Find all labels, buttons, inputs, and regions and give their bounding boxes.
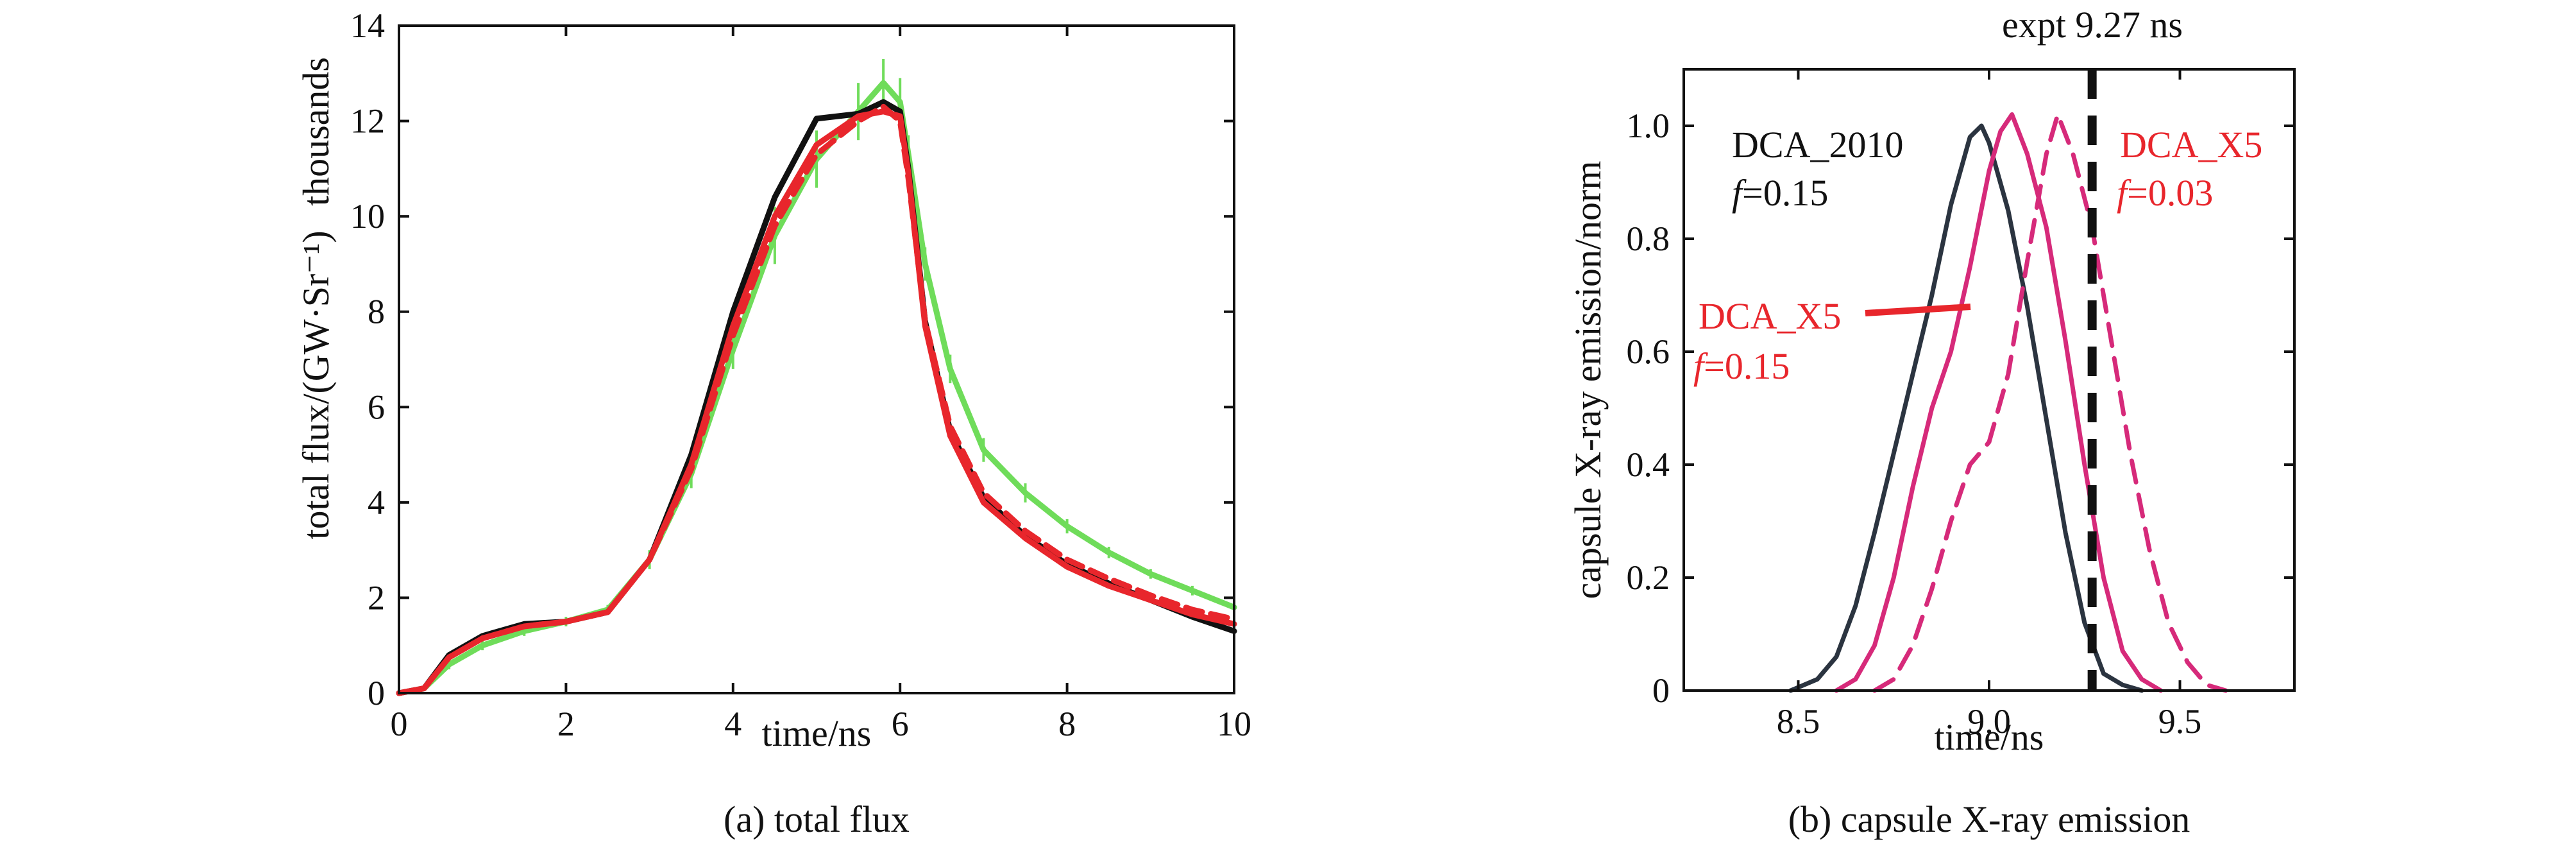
chartB-x-tick-label: 9.0	[1967, 702, 2011, 741]
chartA-y-tick-label: 4	[368, 483, 385, 522]
chart-a-plot-frame	[398, 24, 1235, 694]
chart-b-x-axis-label: time/ns	[1935, 716, 2044, 758]
chart-a-x-ticks: 0 2 4 6 8 10	[391, 26, 1251, 743]
chartA-x-tick-label: 0	[391, 705, 408, 743]
chart-b-y-ticks: 0 0.2 0.4 0.6 0.8 1.0	[1627, 107, 2294, 710]
chart-a-y-multiplier: thousands	[295, 57, 337, 206]
chart-b-caption: (b) capsule X-ray emission	[1788, 798, 2190, 840]
annotation-dca2010-param: f=0.15	[1732, 172, 1828, 214]
annotation-dcax5-003-value: =0.03	[2127, 172, 2213, 214]
chartA-y-tick-label: 14	[350, 6, 385, 45]
chart-b-expt-label: expt 9.27 ns	[2002, 4, 2183, 46]
chart-b-y-axis-label: capsule X-ray emission/norm	[1567, 161, 1609, 599]
annotation-dcax5-003-name: DCA_X5	[2120, 124, 2262, 166]
chartA-series-line-2	[396, 99, 1237, 696]
annotation-dcax5-015-value: =0.15	[1704, 345, 1790, 387]
chartA-y-tick-label: 10	[350, 197, 385, 236]
chartA-series-line-4	[396, 103, 1237, 696]
chartB-y-tick-label: 0.6	[1627, 332, 1670, 371]
chartB-series-line-3	[1872, 112, 2228, 693]
chart-a-y-axis-label: total flux/(GW·Sr⁻¹)	[295, 230, 337, 539]
chartA-y-tick-label: 12	[350, 102, 385, 141]
annotation-dca2010-name: DCA_2010	[1732, 124, 1903, 166]
chartB-y-tick-label: 0.2	[1627, 558, 1670, 597]
chartB-series-line-1	[1788, 123, 2144, 693]
chartB-x-tick-label: 9.5	[2158, 702, 2202, 741]
annotation-dcax5-015-name: DCA_X5	[1699, 295, 1841, 337]
annotation-dcax5-015-param: f=0.15	[1693, 345, 1790, 387]
chartB-y-tick-label: 0.4	[1627, 445, 1670, 484]
annotation-dcax5-015-pointer	[1865, 304, 1971, 316]
chartA-x-tick-label: 10	[1217, 705, 1251, 743]
chartA-y-tick-label: 0	[368, 674, 385, 712]
chartB-y-tick-label: 0	[1652, 671, 1670, 710]
chart-a-x-axis-label: time/ns	[762, 712, 872, 754]
chartA-y-tick-label: 6	[368, 388, 385, 426]
chartB-y-tick-label: 0.8	[1627, 219, 1670, 258]
chart-a-series-layer	[396, 80, 1237, 696]
annotation-dca2010-value: =0.15	[1742, 172, 1828, 214]
chart-a-y-ticks: 0 2 4 6 8 10 12 14	[350, 6, 1234, 712]
chart-b-x-ticks: 8.5 9.0 9.5	[1777, 69, 2202, 741]
chartA-x-tick-label: 6	[892, 705, 909, 743]
chart-capsule-xray-emission: 8.5 9.0 9.5 0 0.2 0.4 0.6 0.8 1.0 time/ns capsu…	[1567, 4, 2296, 840]
chartB-y-tick-label: 1.0	[1627, 107, 1670, 145]
chart-total-flux: 0 2 4 6 8 10 0 2 4 6 8 10 12 14 time/ns total flux/(…	[295, 6, 1251, 840]
chart-a-caption: (a) total flux	[724, 798, 910, 840]
chartA-x-tick-label: 2	[557, 705, 575, 743]
chart-b-series-layer	[1788, 112, 2228, 693]
chartA-x-tick-label: 4	[724, 705, 741, 743]
chartB-x-tick-label: 8.5	[1777, 702, 1820, 741]
chartB-series-line-2	[1834, 112, 2164, 693]
annotation-dcax5-003-param: f=0.03	[2117, 172, 2213, 214]
chartA-y-tick-label: 8	[368, 293, 385, 331]
chartA-y-tick-label: 2	[368, 578, 385, 617]
chartA-series-line-3	[396, 108, 1237, 696]
chart-a-errorbars-layer	[423, 59, 1235, 691]
chartA-x-tick-label: 8	[1058, 705, 1076, 743]
